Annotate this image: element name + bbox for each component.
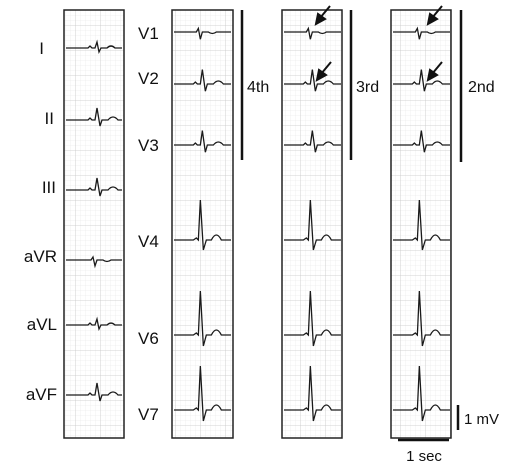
intercostal-label-4th: 4th (247, 79, 269, 96)
lead-label-avr: aVR (24, 247, 57, 266)
ecg-trace (66, 177, 122, 197)
lead-label-ii: II (45, 109, 54, 128)
lead-label-v6: V6 (138, 329, 159, 348)
ecg-trace (174, 199, 231, 251)
time-calibration-label: 1 sec (406, 448, 442, 465)
arrow-icon (314, 5, 331, 26)
ecg-panels (63, 9, 452, 439)
limb-lead-panel (63, 9, 125, 439)
ecg-trace (174, 26, 231, 40)
intercostal-label-2nd: 2nd (468, 79, 495, 96)
ecg-trace (174, 130, 231, 153)
lead-label-i: I (39, 39, 44, 58)
ecg-trace (284, 130, 341, 153)
ecg-trace (284, 290, 341, 347)
ecg-trace (174, 290, 231, 347)
intercostal-label-3rd: 3rd (356, 79, 379, 96)
ecg-trace (174, 69, 231, 92)
ecg-trace (393, 290, 450, 347)
arrow-icon (426, 5, 443, 26)
intercostal-brackets: 4th 3rd 2nd (240, 10, 495, 162)
chest-lead-panel-4th (171, 9, 234, 439)
ecg-trace (393, 199, 450, 251)
lead-label-avf: aVF (26, 385, 57, 404)
chest-lead-labels: V1 V2 V3 V4 V6 V7 (138, 24, 159, 424)
lead-label-iii: III (42, 178, 56, 197)
ecg-traces (66, 26, 450, 422)
ecg-trace (284, 365, 341, 422)
lead-label-avl: aVL (27, 315, 57, 334)
lead-label-v4: V4 (138, 232, 159, 251)
lead-label-v3: V3 (138, 136, 159, 155)
annotation-arrows (314, 5, 443, 82)
ecg-trace (174, 365, 231, 422)
arrow-icon (315, 61, 332, 82)
ecg-trace (393, 130, 450, 153)
calibration: 1 mV 1 sec (398, 405, 499, 465)
ecg-trace (393, 365, 450, 422)
ecg-trace (284, 26, 341, 40)
ecg-trace (393, 69, 450, 92)
ecg-trace (66, 255, 122, 269)
lead-label-v2: V2 (138, 69, 159, 88)
lead-label-v1: V1 (138, 24, 159, 43)
lead-label-v7: V7 (138, 405, 159, 424)
ecg-trace (66, 316, 122, 331)
ecg-trace (66, 382, 122, 402)
ecg-trace (66, 107, 122, 127)
ecg-trace (393, 26, 450, 40)
ecg-trace (284, 199, 341, 251)
arrow-icon (426, 61, 443, 82)
ecg-trace (284, 69, 341, 92)
limb-lead-labels: I II III aVR aVL aVF (24, 39, 57, 404)
ecg-trace (66, 39, 122, 54)
amplitude-calibration-label: 1 mV (464, 411, 499, 428)
